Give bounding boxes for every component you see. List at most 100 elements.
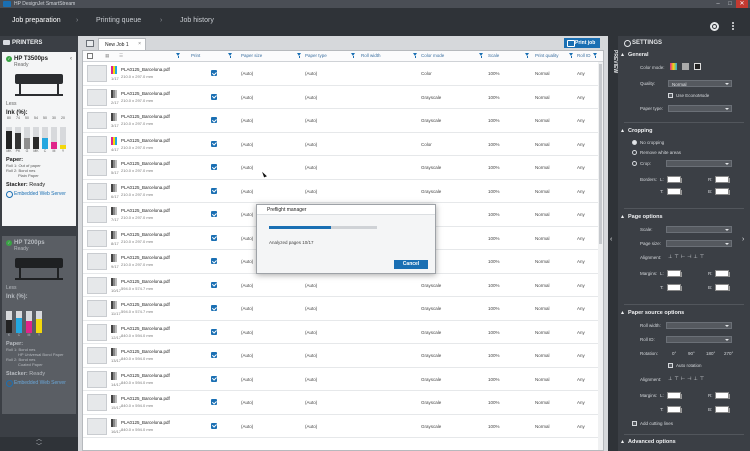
print-checkbox[interactable]	[211, 70, 217, 76]
page-thumbnail[interactable]	[87, 253, 107, 270]
section-cropping[interactable]: Cropping	[621, 127, 653, 134]
embedded-web-server-link[interactable]: Embedded Web Server	[6, 191, 72, 198]
table-row[interactable]: 15/17 PLA0125_Barcelona.pdf 840.0 x 594.0 …	[83, 391, 601, 415]
page-thumbnail[interactable]	[87, 370, 107, 388]
paper-size-cell[interactable]: (Auto)	[241, 118, 254, 123]
paper-type-cell[interactable]: (Auto)	[305, 188, 318, 194]
paper-size-cell[interactable]: (Auto)	[241, 188, 254, 194]
print-quality-cell[interactable]: Normal	[535, 235, 550, 241]
filter-icon[interactable]	[593, 53, 598, 58]
filter-icon[interactable]	[569, 53, 574, 58]
paper-size-cell[interactable]: (Auto)	[241, 423, 254, 429]
roll-id-cell[interactable]: Any	[577, 259, 585, 264]
scale-cell[interactable]: 100%	[488, 165, 500, 170]
column-print[interactable]: Print	[191, 53, 201, 58]
more-menu-icon[interactable]	[732, 22, 735, 31]
table-row[interactable]: 12/17 PLA0125_Barcelona.pdf 840.0 x 594.0 …	[83, 321, 601, 344]
page-thumbnail[interactable]	[87, 347, 107, 364]
print-checkbox[interactable]	[211, 211, 217, 217]
print-quality-cell[interactable]: Normal	[535, 188, 550, 194]
embedded-web-server-link[interactable]: Embedded Web Server	[6, 380, 72, 387]
paper-type-cell[interactable]: (Auto)	[305, 376, 318, 382]
chevron-left-icon[interactable]: ‹	[610, 236, 613, 243]
less-toggle[interactable]: Less	[6, 285, 17, 291]
paper-type-cell[interactable]: (Auto)	[305, 329, 318, 335]
roll-id-cell[interactable]: Any	[577, 212, 585, 217]
color-mode-cell[interactable]: Grayscale	[421, 423, 442, 429]
roll-id-cell[interactable]: Any	[577, 235, 585, 241]
tab-new-job-1[interactable]: New Job 1 ×	[98, 38, 146, 50]
print-checkbox[interactable]	[211, 93, 217, 100]
scale-cell[interactable]: 100%	[488, 141, 500, 147]
scale-cell[interactable]: 100%	[488, 118, 500, 123]
color-mode-cell[interactable]: Grayscale	[421, 188, 442, 194]
print-checkbox[interactable]	[211, 375, 217, 382]
list-view-icon[interactable]: ☰	[119, 53, 124, 58]
section-page-options[interactable]: Page options	[621, 213, 662, 220]
print-quality-cell[interactable]: Normal	[535, 306, 550, 311]
filter-icon[interactable]	[228, 53, 233, 58]
chevron-right-icon[interactable]: ›	[742, 236, 745, 243]
color-mode-cell[interactable]: Color	[421, 141, 432, 147]
panel-collapse-toggle[interactable]: ︿ ﹀	[0, 437, 78, 451]
rotation-0[interactable]: 0°	[672, 351, 677, 356]
preview-label[interactable]: PREVIEW	[612, 50, 618, 74]
page-thumbnail[interactable]	[87, 159, 107, 176]
border-top-input[interactable]	[667, 188, 682, 195]
section-general[interactable]: General	[621, 51, 649, 58]
section-advanced-options[interactable]: Advanced options	[621, 438, 676, 445]
cutting-lines-checkbox[interactable]	[632, 421, 637, 426]
scale-cell[interactable]: 100%	[488, 235, 500, 241]
scale-dropdown[interactable]	[666, 226, 732, 233]
color-mode-cell[interactable]: Color	[421, 71, 432, 76]
color-mode-bw-icon[interactable]	[694, 63, 701, 70]
color-mode-cell[interactable]: Grayscale	[421, 353, 442, 358]
page-thumbnail[interactable]	[87, 65, 107, 82]
source-margin-left-input[interactable]	[667, 392, 682, 399]
paper-size-cell[interactable]: (Auto)	[241, 141, 254, 147]
table-scrollbar[interactable]	[598, 62, 603, 450]
column-scale[interactable]: Scale	[488, 53, 500, 58]
color-mode-cell[interactable]: Grayscale	[421, 400, 442, 405]
table-row[interactable]: 10/17 PLA0125_Barcelona.pdf 594.0 x 574.7 …	[83, 274, 601, 297]
color-mode-cell[interactable]: Grayscale	[421, 306, 442, 311]
source-margin-bottom-input[interactable]	[715, 406, 730, 413]
roll-id-cell[interactable]: Any	[577, 282, 585, 288]
print-checkbox[interactable]	[211, 140, 217, 147]
paper-type-dropdown[interactable]	[668, 105, 732, 112]
page-thumbnail[interactable]	[87, 112, 107, 129]
color-mode-cell[interactable]: Grayscale	[421, 376, 442, 382]
page-view-icon[interactable]	[87, 53, 93, 59]
print-checkbox[interactable]	[211, 164, 217, 170]
section-paper-source[interactable]: Paper source options	[621, 309, 684, 316]
page-thumbnail[interactable]	[87, 394, 107, 411]
table-row[interactable]: 1/17 PLA0125_Barcelona.pdf 210.0 x 297.0 m…	[83, 62, 601, 86]
printer-card[interactable]: ✓ HP T200ps Ready Less Ink (%): K C M Y Pap…	[2, 236, 76, 414]
roll-id-cell[interactable]: Any	[577, 423, 585, 429]
paper-type-cell[interactable]: (Auto)	[305, 423, 318, 429]
scale-cell[interactable]: 100%	[488, 188, 500, 194]
source-margin-right-input[interactable]	[715, 392, 730, 399]
column-color-mode[interactable]: Color mode	[421, 53, 445, 58]
filter-icon[interactable]	[351, 53, 356, 58]
table-row[interactable]: 6/17 PLA0125_Barcelona.pdf 210.0 x 297.0 m…	[83, 180, 601, 203]
border-left-input[interactable]	[667, 176, 682, 183]
less-toggle[interactable]: Less	[6, 101, 17, 107]
color-mode-color-icon[interactable]	[670, 63, 677, 70]
scale-cell[interactable]: 100%	[488, 306, 500, 311]
print-quality-cell[interactable]: Normal	[535, 423, 550, 429]
filter-icon[interactable]	[525, 53, 530, 58]
paper-type-cell[interactable]: (Auto)	[305, 141, 318, 147]
print-checkbox[interactable]	[211, 422, 217, 429]
paper-type-cell[interactable]: (Auto)	[305, 71, 318, 76]
print-quality-cell[interactable]: Normal	[535, 329, 550, 335]
page-size-dropdown[interactable]	[666, 240, 732, 247]
table-row[interactable]: 16/17 PLA0125_Barcelona.pdf 840.0 x 594.0 …	[83, 415, 601, 438]
no-cropping-radio[interactable]	[632, 140, 637, 145]
color-mode-cell[interactable]: Grayscale	[421, 329, 442, 335]
paper-size-cell[interactable]: (Auto)	[241, 94, 254, 100]
filter-icon[interactable]	[479, 53, 484, 58]
roll-id-cell[interactable]: Any	[577, 118, 585, 123]
roll-id-cell[interactable]: Any	[577, 353, 585, 358]
page-thumbnail[interactable]	[87, 323, 107, 341]
